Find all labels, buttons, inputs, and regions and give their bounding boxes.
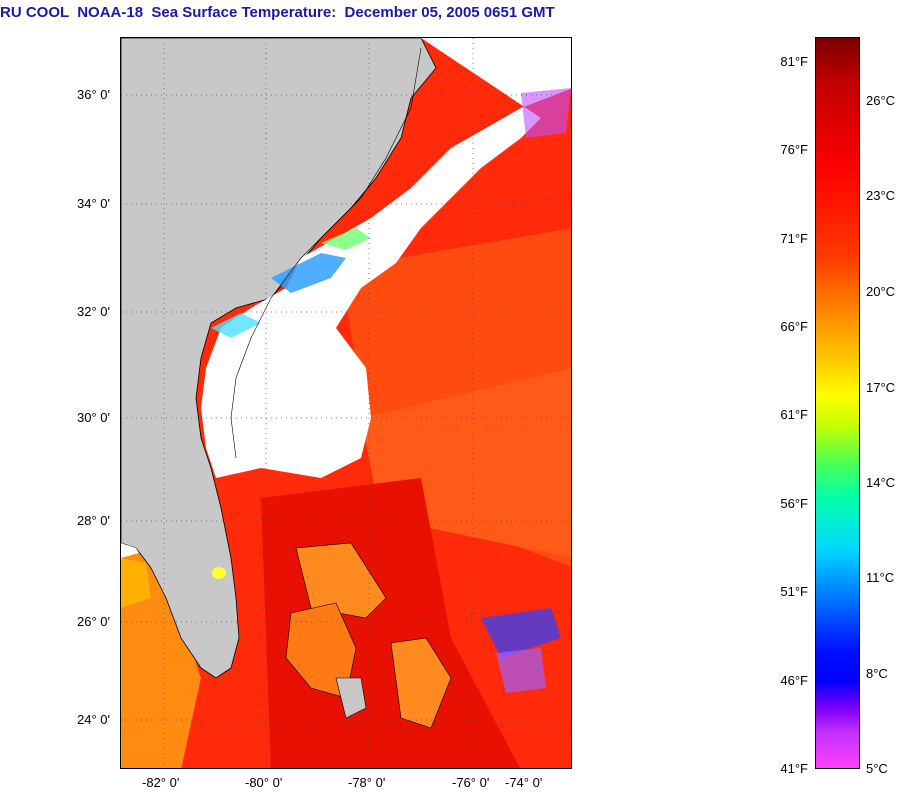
colorbar-c-11: 11°C [866, 570, 895, 585]
cloud-mask-gulf [121, 543, 139, 558]
lon-label-76: -76° 0' [452, 775, 490, 790]
coastal-cold-streak [271, 253, 346, 293]
colorbar-f-41: 41°F [780, 761, 808, 776]
bathymetry-contour [230, 47, 422, 459]
exuma-bank [390, 637, 452, 729]
lon-label-78: -78° 0' [348, 775, 386, 790]
colorbar-c-26: 26°C [866, 93, 896, 108]
sst-map-canvas [121, 38, 571, 768]
colorbar-f-81: 81°F [780, 54, 808, 69]
colorbar-f-46: 46°F [780, 673, 808, 688]
colorbar-c-14: 14°C [866, 475, 896, 490]
colorbar-f-76: 76°F [780, 142, 808, 157]
offshore-purple-patch [496, 648, 546, 693]
colorbar-f-61: 61°F [780, 407, 808, 422]
land-mass [121, 38, 437, 679]
colorbar-f-71: 71°F [780, 231, 808, 246]
colorbar-f-56: 56°F [780, 496, 808, 511]
lat-label-26: 26° 0' [77, 614, 110, 629]
colorbar-c-17: 17°C [866, 380, 896, 395]
cloud-mask [201, 38, 571, 478]
lon-label-82: -82° 0' [142, 775, 180, 790]
page-title: RU COOL NOAA-18 Sea Surface Temperature:… [0, 4, 555, 21]
gulf-shelf-water [121, 548, 201, 768]
lon-label-80: -80° 0' [245, 775, 283, 790]
colorbar-f-66: 66°F [780, 319, 808, 334]
coastal-cyan-streak [211, 313, 261, 338]
lat-label-36: 36° 0' [77, 87, 110, 102]
lat-label-34: 34° 0' [77, 196, 110, 211]
colorbar-c-8: 8°C [866, 666, 888, 681]
colorbar-c-20: 20°C [866, 284, 896, 299]
little-bahama-bank [295, 542, 387, 619]
andros-island [335, 677, 367, 719]
map-grid [121, 38, 571, 768]
colorbar-c-5: 5°C [866, 761, 888, 776]
offshore-cold-patch [481, 608, 561, 658]
lat-label-28: 28° 0' [77, 513, 110, 528]
temperature-colorbar [815, 37, 860, 769]
sst-map [120, 37, 572, 769]
coastal-green-streak [321, 228, 371, 250]
offshore-purple-north [521, 88, 571, 138]
colorbar-f-51: 51°F [780, 584, 808, 599]
lat-label-32: 32° 0' [77, 304, 110, 319]
lat-label-24: 24° 0' [77, 712, 110, 727]
lat-label-30: 30° 0' [77, 410, 110, 425]
gulf-shelf-yellow [121, 558, 151, 608]
lake-okeechobee [212, 567, 226, 579]
colorbar-c-23: 23°C [866, 188, 896, 203]
lon-label-74: -74° 0' [505, 775, 543, 790]
